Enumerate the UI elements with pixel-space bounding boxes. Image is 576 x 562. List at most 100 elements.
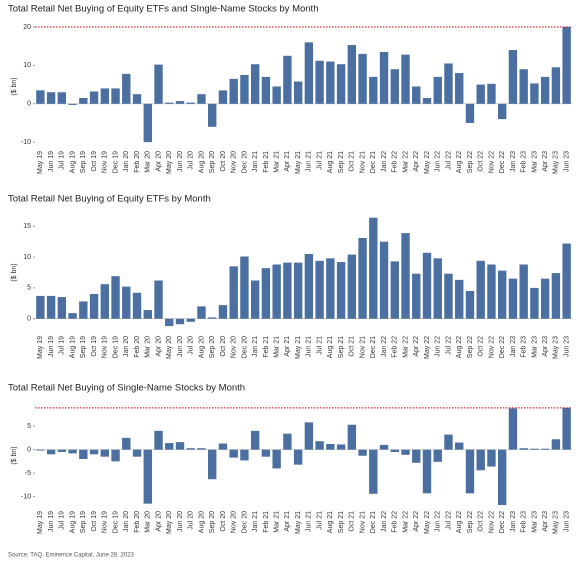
x-tick-label: Dec 19: [112, 151, 119, 173]
bar: [358, 238, 367, 319]
bar: [165, 318, 174, 327]
x-tick-label: May 19: [37, 511, 44, 534]
x-tick-label: Mar 21: [273, 511, 280, 533]
bar: [336, 444, 346, 450]
x-tick-label: Mar 23: [531, 511, 538, 533]
bar: [465, 290, 475, 319]
x-tick-label: Jan 23: [510, 151, 517, 172]
bar: [315, 260, 324, 319]
y-tick-label: 0: [27, 446, 31, 453]
bar: [208, 103, 217, 127]
x-tick-label: Feb 21: [263, 511, 270, 533]
bar: [422, 252, 432, 319]
bar: [132, 449, 142, 457]
x-tick-label: Dec 22: [499, 511, 506, 533]
bar: [412, 449, 421, 463]
x-tick-label: Jun 21: [306, 151, 313, 172]
bar: [89, 294, 99, 319]
x-tick-label: Sep 21: [338, 511, 345, 533]
x-tick-label: Aug 21: [327, 151, 334, 173]
y-tick-label: 20: [23, 24, 31, 31]
bar: [122, 286, 131, 319]
x-tick-label: Apr 23: [542, 151, 549, 172]
bar: [315, 441, 324, 450]
x-tick-label: Sep 20: [209, 511, 216, 533]
x-tick-label: Nov 22: [488, 336, 495, 358]
bar: [197, 94, 206, 104]
x-tick-label: Jun 23: [563, 151, 570, 172]
y-tick-label: 10: [23, 62, 31, 69]
bar: [165, 443, 174, 450]
x-tick-label: Jun 20: [177, 511, 184, 532]
x-tick-label: May 23: [553, 511, 560, 534]
bar: [68, 313, 77, 319]
bar: [36, 295, 45, 319]
bar: [79, 301, 88, 319]
bar: [476, 449, 485, 471]
chart-title: Total Retail Net Buying of Equity ETFs b…: [8, 194, 211, 205]
bar: [143, 449, 152, 504]
x-tick-label: Jul 22: [445, 336, 452, 355]
bar: [36, 449, 45, 451]
bar: [326, 258, 335, 319]
x-tick-label: Feb 23: [521, 336, 528, 358]
x-tick-label: Dec 20: [241, 336, 248, 358]
x-tick-label: Feb 20: [134, 151, 141, 173]
x-tick-label: Jun 22: [435, 511, 442, 532]
x-tick-label: Jun 22: [435, 151, 442, 172]
bar: [229, 78, 238, 104]
bar: [250, 430, 260, 450]
bar: [154, 430, 163, 450]
x-tick-label: Apr 23: [542, 336, 549, 357]
bar: [272, 86, 281, 104]
x-tick-label: Feb 21: [263, 151, 270, 173]
bar: [100, 284, 109, 319]
bar: [250, 64, 260, 104]
x-tick-label: Feb 23: [521, 511, 528, 533]
y-tick-label: 5: [27, 423, 31, 430]
x-tick-label: May 19: [37, 151, 44, 174]
x-tick-label: May 22: [424, 511, 431, 534]
bar: [261, 76, 271, 104]
bar: [218, 443, 228, 450]
bar: [358, 449, 367, 456]
x-tick-label: Jun 20: [177, 151, 184, 172]
bar: [89, 91, 99, 104]
y-tick-label: -5: [25, 470, 31, 477]
source-note: Source: TAQ, Eminence Capital, June 28, …: [8, 553, 135, 559]
bar: [111, 449, 120, 462]
bar: [401, 54, 410, 104]
y-tick-label: 0: [27, 101, 31, 108]
x-tick-label: Dec 22: [499, 151, 506, 173]
x-tick-label: Oct 21: [349, 511, 356, 532]
x-tick-label: Aug 22: [456, 336, 463, 358]
bar: [369, 449, 378, 494]
bar: [519, 448, 528, 450]
chart-title: Total Retail Net Buying of Equity ETFs a…: [8, 4, 318, 15]
x-tick-label: Dec 20: [241, 151, 248, 173]
bar: [508, 278, 518, 319]
x-tick-label: Mar 23: [531, 151, 538, 173]
bar: [444, 63, 453, 104]
x-tick-label: Jun 22: [435, 336, 442, 357]
x-tick-label: Dec 21: [370, 336, 377, 358]
x-tick-label: Jan 21: [252, 151, 259, 172]
bar: [293, 81, 303, 104]
bar: [390, 261, 399, 319]
bar: [46, 449, 56, 455]
y-tick-label: 15: [23, 223, 31, 230]
x-tick-label: May 22: [424, 336, 431, 359]
x-tick-label: Mar 22: [402, 511, 409, 533]
bar: [379, 241, 389, 319]
bar: [540, 448, 550, 450]
bar: [175, 442, 185, 450]
x-tick-label: Mar 20: [145, 151, 152, 173]
x-tick-label: Aug 22: [456, 151, 463, 173]
x-tick-label: May 23: [553, 151, 560, 174]
x-tick-label: Sep 22: [467, 151, 474, 173]
x-tick-label: Jul 19: [59, 151, 66, 170]
x-tick-label: Sep 21: [338, 336, 345, 358]
x-tick-label: May 19: [37, 336, 44, 359]
bar: [551, 439, 561, 450]
bar: [379, 444, 389, 450]
